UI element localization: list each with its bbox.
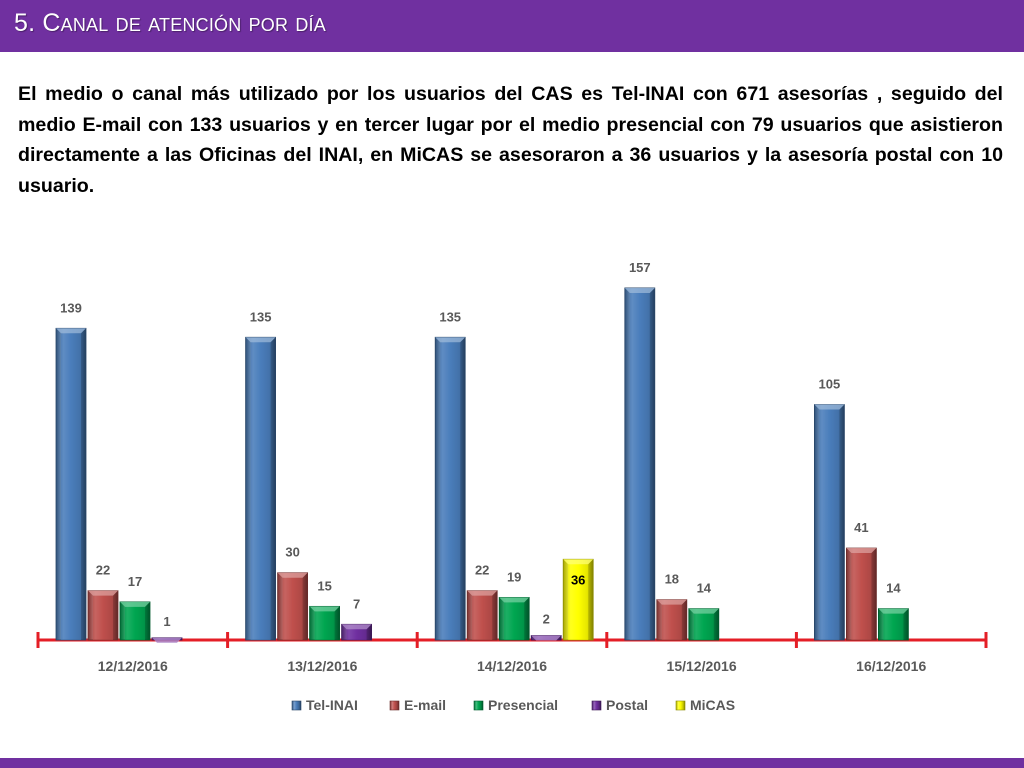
bar-tel-inai-16-12-2016-face xyxy=(819,409,840,640)
bar-presencial-15-12-2016-bevel xyxy=(688,608,719,614)
bar-micas-14-12-2016-bevel xyxy=(563,559,594,565)
bar-postal-13-12-2016-face xyxy=(346,629,367,640)
legend-swatch-e-mail xyxy=(389,700,400,711)
data-label: 36 xyxy=(571,572,585,587)
legend-label-presencial: Presencial xyxy=(488,697,558,713)
title-banner: 5. Canal de atención por día xyxy=(0,0,1024,52)
bar-tel-inai-15-12-2016-face xyxy=(629,292,650,640)
bar-presencial-16-12-2016-face xyxy=(883,613,904,640)
bar-tel-inai-13-12-2016-face xyxy=(250,342,271,640)
bar-postal-14-12-2016-bevel xyxy=(531,635,562,641)
bar-e-mail-13-12-2016-face xyxy=(282,577,303,640)
bar-e-mail-13-12-2016-bevel xyxy=(277,572,308,578)
legend-label-tel-inai: Tel-INAI xyxy=(306,697,358,713)
bar-e-mail-12-12-2016-bevel xyxy=(88,590,118,596)
slide-title: 5. Canal de atención por día xyxy=(14,9,326,37)
bar-micas-14-12-2016-face xyxy=(568,564,589,640)
data-label: 19 xyxy=(507,569,521,584)
summary-paragraph: El medio o canal más utilizado por los u… xyxy=(18,83,1003,197)
legend-label-micas: MiCAS xyxy=(690,697,735,713)
data-label: 135 xyxy=(439,309,461,324)
bar-e-mail-15-12-2016-face xyxy=(661,604,682,640)
x-tick-label: 12/12/2016 xyxy=(98,658,168,674)
legend-label-postal: Postal xyxy=(606,697,648,713)
bar-presencial-13-12-2016-bevel xyxy=(309,606,340,612)
bar-tel-inai-15-12-2016-bevel xyxy=(624,287,655,293)
data-label: 15 xyxy=(317,578,331,593)
bar-tel-inai-14-12-2016-face xyxy=(440,342,461,640)
data-label: 41 xyxy=(854,520,868,535)
x-tick-label: 14/12/2016 xyxy=(477,658,547,674)
bar-presencial-12-12-2016-bevel xyxy=(120,601,150,607)
bar-chart: 139 22 17 1 12/12/2016 135 30 15 7 13/12/2016 135 2… xyxy=(0,240,1024,740)
data-label: 2 xyxy=(543,612,550,627)
legend-swatch-micas xyxy=(675,700,686,711)
x-tick-label: 13/12/2016 xyxy=(287,658,357,674)
bar-tel-inai-16-12-2016-bevel xyxy=(814,404,845,410)
data-label: 14 xyxy=(886,581,901,596)
legend-label-e-mail: E-mail xyxy=(404,697,446,713)
bar-tel-inai-12-12-2016-face xyxy=(61,333,81,640)
bar-postal-12-12-2016-bevel xyxy=(152,637,182,643)
bar-e-mail-12-12-2016-face xyxy=(93,595,113,640)
bar-e-mail-16-12-2016-face xyxy=(851,553,872,640)
data-label: 135 xyxy=(250,309,272,324)
bar-presencial-14-12-2016-bevel xyxy=(499,597,530,603)
data-label: 17 xyxy=(128,574,142,589)
legend-swatch-presencial xyxy=(473,700,484,711)
bar-e-mail-14-12-2016-bevel xyxy=(467,590,498,596)
data-label: 22 xyxy=(475,563,489,578)
data-label: 22 xyxy=(96,563,110,578)
data-label: 105 xyxy=(819,377,841,392)
bar-postal-13-12-2016-bevel xyxy=(341,624,372,630)
bar-tel-inai-12-12-2016-bevel xyxy=(56,328,86,334)
data-label: 30 xyxy=(285,545,299,560)
bar-presencial-15-12-2016-face xyxy=(693,613,714,640)
bar-tel-inai-14-12-2016-bevel xyxy=(435,337,466,343)
bar-tel-inai-13-12-2016-bevel xyxy=(245,337,276,343)
bar-presencial-16-12-2016-bevel xyxy=(878,608,909,614)
bar-e-mail-15-12-2016-bevel xyxy=(656,599,687,605)
data-label: 7 xyxy=(353,596,360,611)
legend-swatch-tel-inai xyxy=(291,700,302,711)
bar-e-mail-14-12-2016-face xyxy=(472,595,493,640)
bar-presencial-12-12-2016-face xyxy=(125,606,145,640)
bottom-bar xyxy=(0,758,1024,768)
bar-chart-svg: 1392217112/12/20161353015713/12/20161352… xyxy=(36,260,988,713)
data-label: 14 xyxy=(697,581,712,596)
data-label: 139 xyxy=(60,300,82,315)
bar-presencial-14-12-2016-face xyxy=(504,602,525,640)
bar-presencial-13-12-2016-face xyxy=(314,611,335,640)
x-tick-label: 15/12/2016 xyxy=(667,658,737,674)
bar-e-mail-16-12-2016-bevel xyxy=(846,548,877,554)
data-label: 1 xyxy=(163,614,170,629)
data-label: 18 xyxy=(665,572,679,587)
legend-swatch-postal xyxy=(591,700,602,711)
x-tick-label: 16/12/2016 xyxy=(856,658,926,674)
data-label: 157 xyxy=(629,260,651,275)
